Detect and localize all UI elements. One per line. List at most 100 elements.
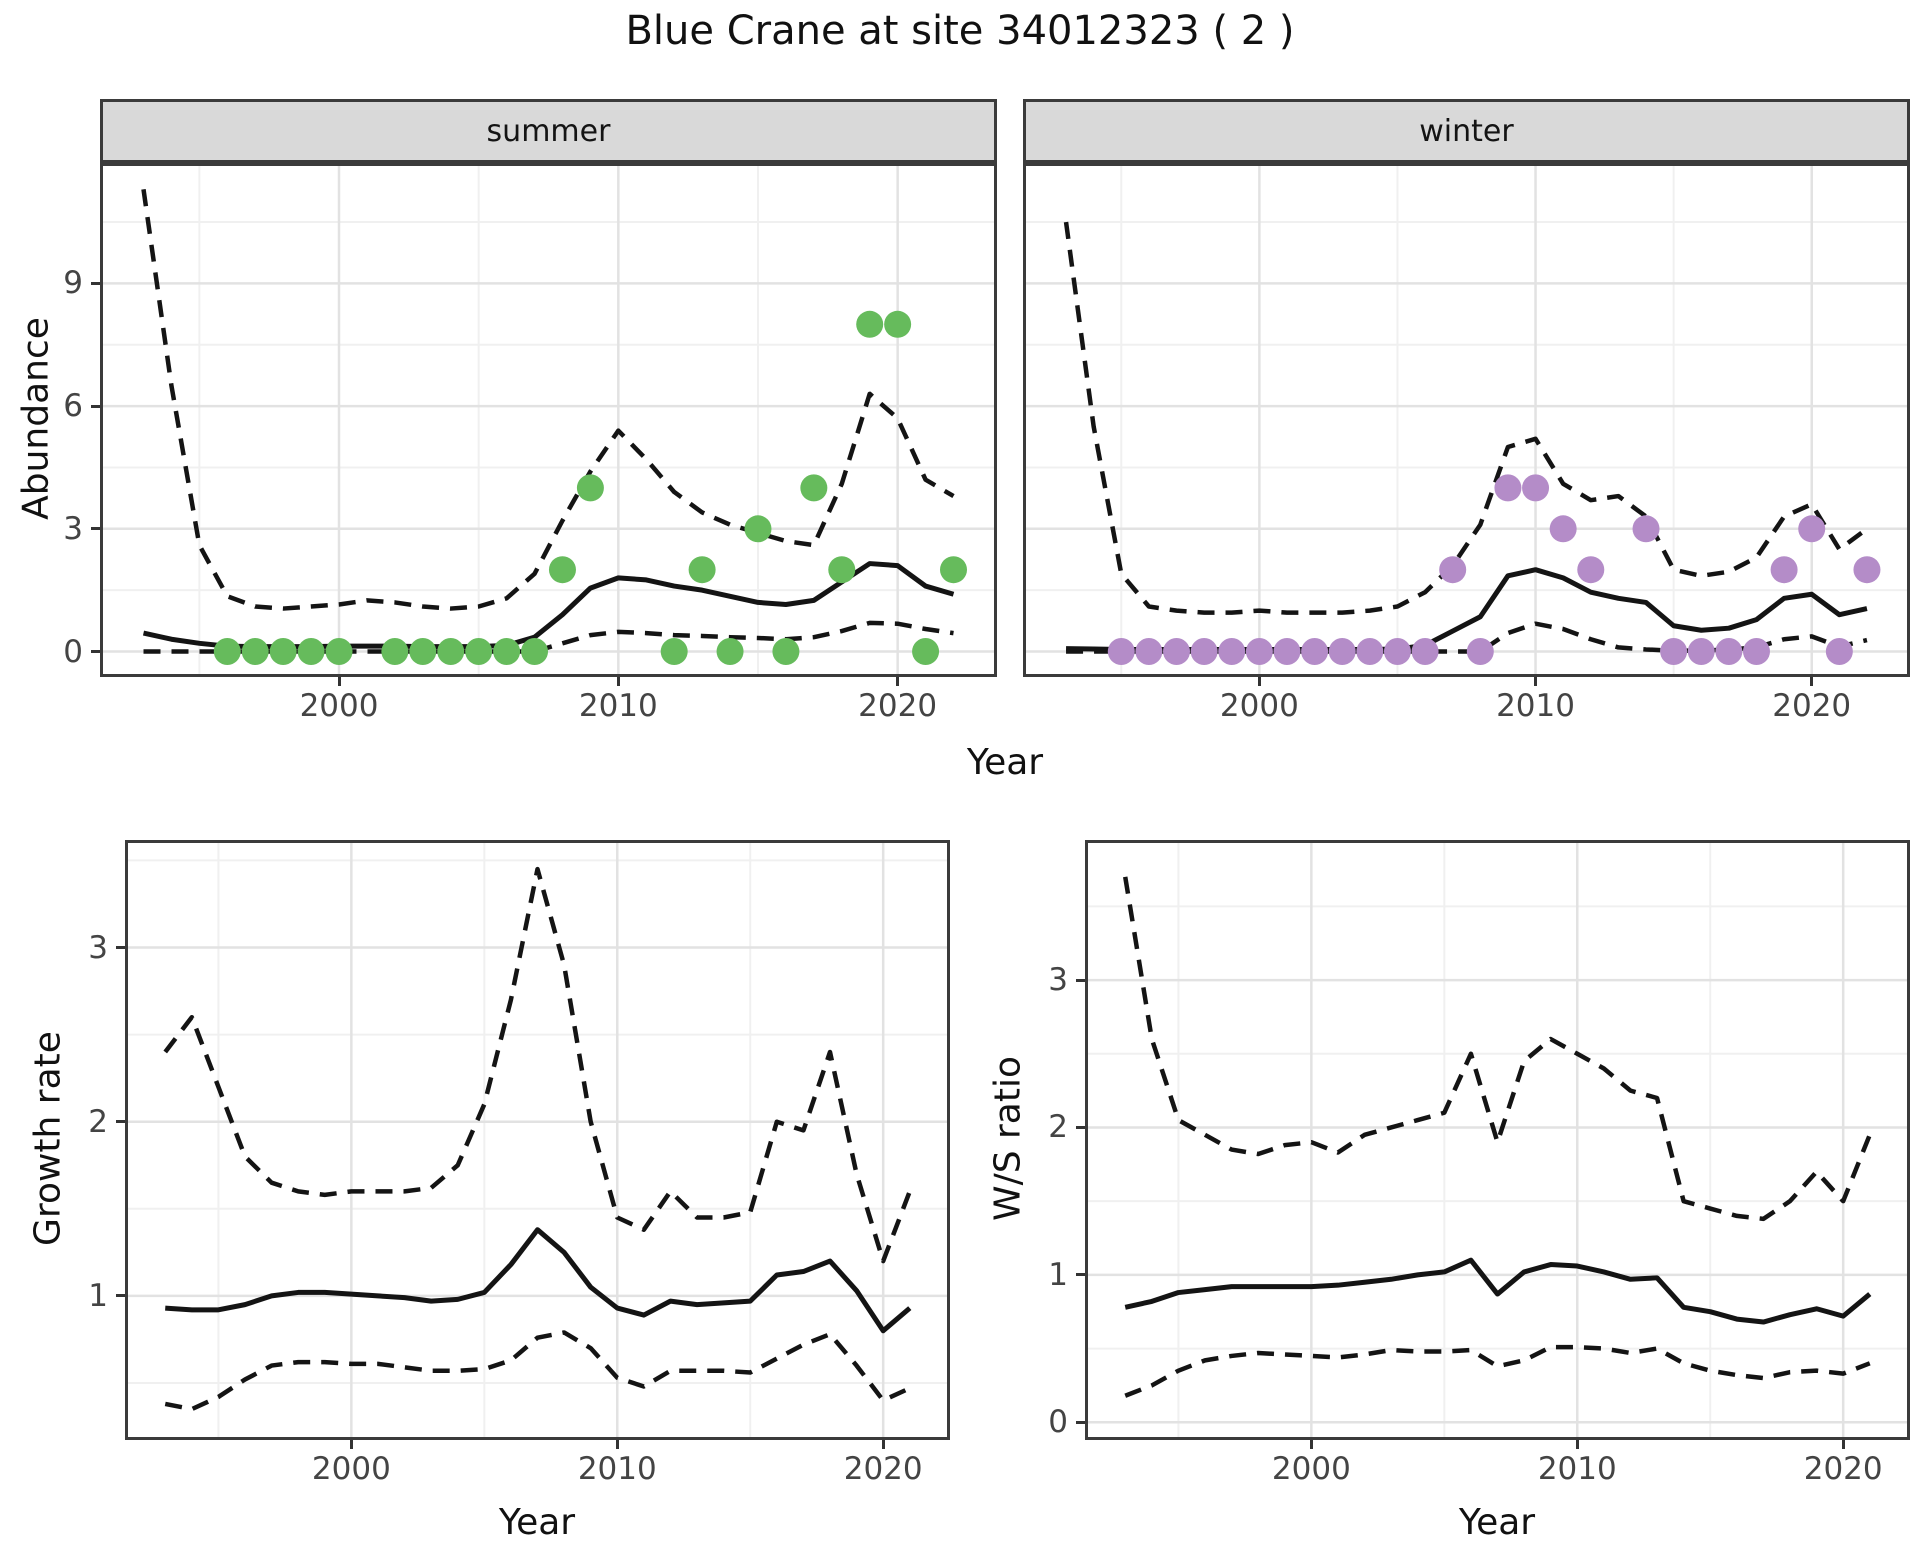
y-tick-mark	[1076, 1420, 1085, 1424]
y-tick-mark	[116, 1120, 125, 1124]
y-tick-mark	[91, 404, 100, 408]
data-point-summer	[576, 474, 604, 502]
x-tick-label: 2000	[1271, 1451, 1351, 1487]
chart-title: Blue Crane at site 34012323 ( 2 )	[625, 8, 1295, 54]
data-point-winter	[1549, 515, 1577, 543]
data-point-summer	[409, 638, 437, 666]
x-tick-label: 2010	[1496, 688, 1575, 724]
data-point-summer	[828, 556, 856, 584]
data-point-winter	[1411, 638, 1439, 666]
summer-abundance-plot	[103, 166, 994, 674]
data-point-summer	[493, 638, 521, 666]
data-point-winter	[1660, 638, 1688, 666]
x-tick-mark	[1534, 677, 1538, 686]
x-tick-label: 2000	[311, 1451, 391, 1487]
data-point-winter	[1522, 474, 1550, 502]
y-tick-label: 1	[1048, 1256, 1068, 1293]
data-point-winter	[1190, 638, 1218, 666]
panel-ws-ratio	[1085, 840, 1910, 1440]
data-point-summer	[744, 515, 772, 543]
y-tick-label: 1	[88, 1277, 108, 1314]
data-point-summer	[465, 638, 493, 666]
data-point-summer	[884, 310, 912, 338]
y-tick-mark	[1076, 1125, 1085, 1129]
x-tick-label: 2000	[299, 688, 379, 724]
x-tick-label: 2020	[843, 1451, 923, 1487]
x-tick-mark	[616, 677, 620, 686]
data-point-summer	[772, 638, 800, 666]
winter-abundance-plot	[1026, 166, 1907, 674]
y-tick-mark	[116, 1294, 125, 1298]
data-point-summer	[660, 638, 688, 666]
panel-summer-abundance	[100, 163, 997, 677]
data-point-summer	[548, 556, 576, 584]
data-point-summer	[688, 556, 716, 584]
x-tick-label: 2020	[858, 688, 938, 724]
y-tick-label: 2	[1048, 1109, 1068, 1146]
data-point-winter	[1301, 638, 1329, 666]
facet-strip-summer: summer	[100, 99, 997, 163]
series-upper_ci	[141, 188, 955, 611]
x-tick-label: 2010	[1537, 1451, 1617, 1487]
x-tick-mark	[1257, 677, 1261, 686]
data-point-winter	[1798, 515, 1826, 543]
data-point-summer	[297, 638, 325, 666]
series-upper_ci	[1063, 221, 1869, 615]
data-point-winter	[1577, 556, 1605, 584]
data-point-winter	[1135, 638, 1163, 666]
data-point-summer	[213, 638, 241, 666]
data-point-winter	[1825, 638, 1853, 666]
series-lower_ci	[164, 1330, 911, 1412]
data-point-winter	[1218, 638, 1246, 666]
y-tick-mark	[116, 946, 125, 950]
data-point-winter	[1328, 638, 1356, 666]
x-tick-mark	[881, 1440, 885, 1449]
y-tick-mark	[91, 527, 100, 531]
panel-winter-abundance	[1023, 163, 1910, 677]
y-tick-label: 0	[63, 633, 83, 670]
data-point-winter	[1273, 638, 1301, 666]
x-tick-mark	[337, 677, 341, 686]
data-point-winter	[1632, 515, 1660, 543]
data-point-summer	[912, 638, 940, 666]
y-tick-label: 2	[88, 1103, 108, 1140]
y-tick-label: 9	[63, 265, 83, 302]
y-tick-mark	[91, 281, 100, 285]
data-point-winter	[1742, 638, 1770, 666]
series-lower_ci	[1124, 1344, 1871, 1398]
y-tick-mark	[1076, 1273, 1085, 1277]
x-axis-label-year-top: Year	[966, 742, 1044, 783]
x-tick-mark	[349, 1440, 353, 1449]
x-tick-mark	[615, 1440, 619, 1449]
series-median	[1124, 1257, 1872, 1325]
data-point-winter	[1439, 556, 1467, 584]
data-point-summer	[269, 638, 297, 666]
data-point-winter	[1494, 474, 1522, 502]
y-tick-label: 3	[63, 510, 83, 547]
x-tick-mark	[1810, 677, 1814, 686]
x-tick-label: 2020	[1772, 688, 1852, 724]
data-point-winter	[1687, 638, 1715, 666]
y-tick-label: 6	[63, 388, 83, 425]
x-tick-mark	[1575, 1440, 1579, 1449]
data-point-summer	[521, 638, 549, 666]
y-tick-mark	[91, 650, 100, 653]
data-point-summer	[325, 638, 353, 666]
data-point-winter	[1107, 638, 1135, 666]
data-point-winter	[1163, 638, 1191, 666]
data-point-summer	[716, 638, 744, 666]
data-point-winter	[1383, 638, 1411, 666]
x-tick-label: 2010	[578, 688, 658, 724]
x-tick-label: 2000	[1219, 688, 1299, 724]
series-lower_ci	[143, 620, 954, 654]
series-upper_ci	[163, 866, 912, 1264]
data-point-winter	[1770, 556, 1798, 584]
data-point-summer	[856, 310, 884, 338]
x-tick-label: 2010	[577, 1451, 657, 1487]
panel-growth-rate	[125, 840, 950, 1440]
x-tick-label: 2020	[1803, 1451, 1883, 1487]
facet-strip-winter: winter	[1023, 99, 1910, 163]
data-point-summer	[940, 556, 967, 584]
data-point-winter	[1466, 638, 1494, 666]
